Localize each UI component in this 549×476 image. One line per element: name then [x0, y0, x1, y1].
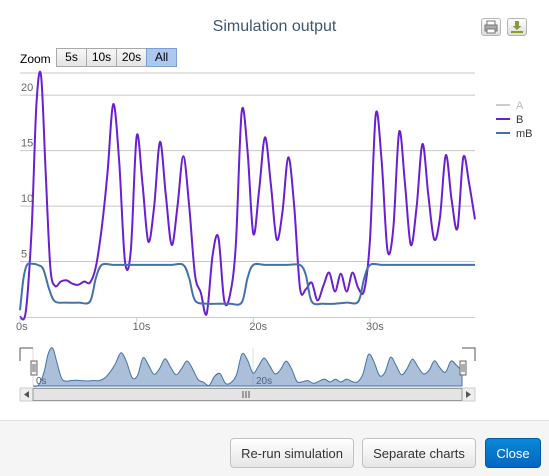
x-tick-label: 0s: [16, 321, 28, 333]
legend-item-A[interactable]: A: [496, 100, 524, 112]
legend-label: A: [516, 100, 524, 112]
legend-item-B[interactable]: B: [496, 114, 523, 126]
series-line-mB: [20, 263, 475, 310]
axis-labels: 5 10 15 20 0s 10s 20s 30s: [16, 82, 384, 333]
legend-label: mB: [516, 128, 533, 140]
legend-label: B: [516, 114, 523, 126]
x-tick-label: 10s: [133, 321, 151, 333]
x-tick-label: 20s: [249, 321, 267, 333]
rerun-simulation-button[interactable]: Re-run simulation: [230, 438, 354, 468]
separate-charts-button[interactable]: Separate charts: [362, 438, 476, 468]
y-tick-label: 5: [21, 249, 27, 261]
x-tick-label: 30s: [366, 321, 384, 333]
navigator-handle-right[interactable]: [460, 361, 466, 375]
plot-series: [20, 72, 475, 320]
close-button[interactable]: Close: [485, 438, 541, 468]
legend-item-mB[interactable]: mB: [496, 128, 533, 140]
scrollbar-thumb[interactable]: [33, 389, 462, 401]
navigator-handle-left[interactable]: [31, 361, 37, 375]
y-tick-label: 10: [21, 193, 33, 205]
y-tick-label: 15: [21, 138, 33, 150]
dialog-footer: Re-run simulation Separate charts Close: [0, 420, 549, 476]
y-tick-label: 20: [21, 82, 33, 94]
